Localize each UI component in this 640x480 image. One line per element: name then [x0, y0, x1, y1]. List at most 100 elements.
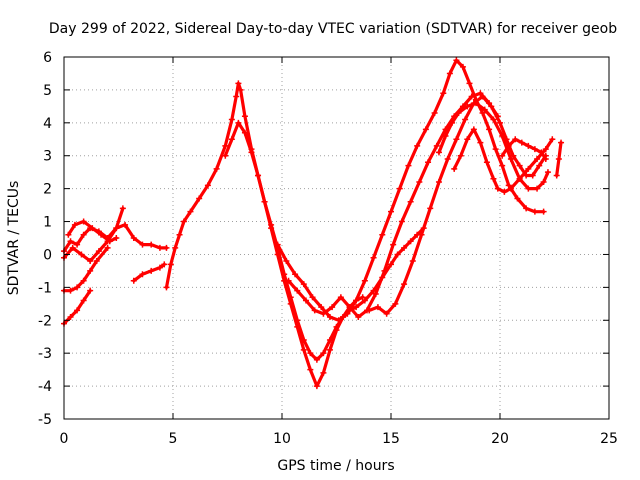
data-point-marker [87, 287, 94, 294]
data-point-marker [388, 261, 394, 268]
x-tick-label: 5 [169, 431, 178, 447]
data-point-marker [374, 304, 381, 311]
data-point-marker [505, 142, 512, 149]
data-point-marker [361, 277, 368, 284]
data-point-marker [307, 350, 314, 357]
data-point-marker [320, 369, 327, 376]
data-point-marker [444, 156, 451, 163]
data-point-marker [558, 139, 565, 146]
data-point-marker [464, 103, 471, 110]
data-point-marker [462, 116, 469, 123]
data-point-marker [531, 208, 538, 215]
data-point-marker [542, 146, 549, 153]
data-point-marker [235, 80, 242, 87]
data-point-marker [383, 310, 390, 317]
data-point-marker [329, 304, 336, 311]
series-line [223, 121, 426, 362]
data-point-marker [204, 182, 211, 189]
data-point-marker [451, 165, 458, 172]
data-point-marker [525, 142, 532, 149]
data-point-marker [394, 251, 401, 258]
x-tick-label: 20 [491, 431, 509, 447]
data-point-marker [283, 258, 290, 265]
data-point-marker [130, 277, 137, 284]
data-point-marker [401, 281, 408, 288]
data-point-marker [300, 346, 307, 353]
y-tick-label: -5 [38, 412, 52, 428]
data-point-marker [292, 271, 299, 278]
data-point-marker [433, 142, 440, 149]
data-point-marker [477, 139, 484, 146]
data-point-marker [555, 156, 562, 163]
y-tick-label: -3 [38, 346, 52, 362]
data-point-marker [435, 149, 442, 156]
data-point-marker [353, 304, 360, 311]
data-point-marker [222, 152, 229, 159]
series-arc-4 [61, 244, 111, 294]
data-point-marker [148, 267, 155, 274]
data-point-marker [529, 172, 536, 179]
data-point-marker [163, 244, 170, 251]
data-point-marker [74, 307, 81, 314]
data-point-marker [407, 198, 414, 205]
series-arc-13 [451, 126, 556, 195]
plot-frame [63, 56, 610, 420]
y-tick-label: -2 [38, 313, 52, 329]
data-series [61, 57, 565, 390]
data-point-marker [512, 136, 519, 143]
data-point-marker [176, 231, 183, 238]
data-point-marker [414, 142, 421, 149]
data-point-marker [196, 195, 203, 202]
x-tick-label: 10 [273, 431, 291, 447]
data-point-marker [361, 297, 368, 304]
data-point-marker [228, 116, 235, 123]
data-point-marker [366, 307, 373, 314]
axis-ticks [63, 56, 610, 420]
data-point-marker [80, 231, 87, 238]
data-point-marker [536, 162, 543, 169]
data-point-marker [381, 267, 388, 274]
chart-title: Day 299 of 2022, Sidereal Day-to-day VTE… [49, 21, 617, 37]
data-point-marker [483, 159, 490, 166]
data-point-marker [335, 317, 342, 324]
data-point-marker [479, 93, 486, 100]
data-point-marker [490, 116, 497, 123]
data-point-marker [492, 146, 499, 153]
data-point-marker [479, 109, 486, 116]
data-point-marker [523, 205, 530, 212]
data-point-marker [379, 231, 386, 238]
data-point-marker [538, 149, 545, 156]
x-tick-label: 25 [600, 431, 618, 447]
series-line [62, 289, 92, 326]
grid-lines [64, 57, 609, 419]
data-point-marker [241, 129, 248, 136]
data-point-marker [449, 119, 456, 126]
data-point-marker [294, 317, 301, 324]
data-point-marker [313, 356, 320, 363]
data-point-marker [309, 294, 316, 301]
data-point-marker [525, 165, 532, 172]
data-point-marker [213, 165, 220, 172]
data-point-marker [71, 221, 78, 228]
data-point-marker [307, 366, 314, 373]
data-point-marker [248, 149, 255, 156]
data-point-marker [453, 57, 460, 64]
data-point-marker [431, 109, 438, 116]
data-point-marker [514, 195, 521, 202]
data-point-marker [67, 287, 74, 294]
data-point-marker [534, 185, 541, 192]
data-point-marker [516, 175, 523, 182]
data-point-marker [233, 93, 240, 100]
data-point-marker [281, 271, 288, 278]
data-point-marker [261, 198, 268, 205]
series-arc-15 [553, 139, 565, 179]
data-point-marker [187, 208, 194, 215]
series-line [62, 246, 110, 293]
x-tick-label: 0 [60, 431, 69, 447]
data-point-marker [425, 159, 432, 166]
data-point-marker [516, 162, 523, 169]
data-point-marker [311, 307, 318, 314]
data-point-marker [67, 313, 74, 320]
data-point-marker [466, 80, 473, 87]
y-tick-label: 0 [43, 247, 52, 263]
